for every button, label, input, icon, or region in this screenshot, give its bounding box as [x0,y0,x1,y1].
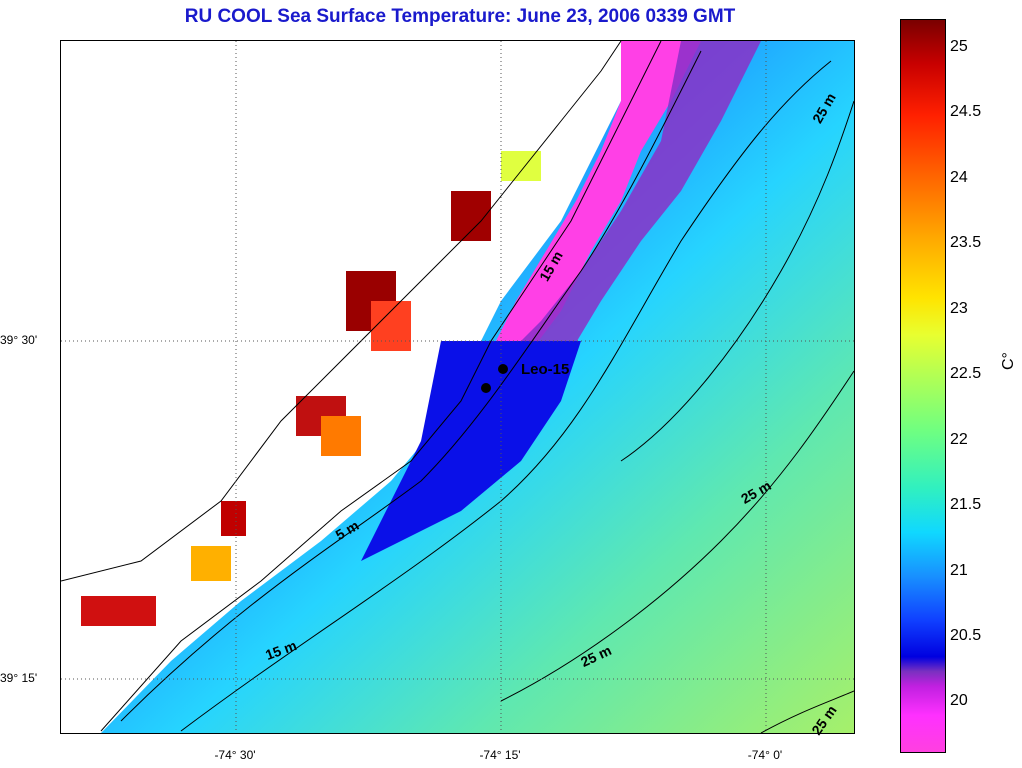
colorbar-tick-22: 22 [950,431,968,448]
colorbar-tick-21: 21 [950,562,968,579]
warm-pixel-6 [81,596,156,626]
map-title: RU COOL Sea Surface Temperature: June 23… [184,6,736,27]
colorbar-unit: C° [1000,352,1017,370]
colorbar-tick-24: 24 [950,169,968,186]
isobath-5m [120,50,702,722]
sst-map [60,40,855,734]
warm-pixel-9 [501,151,541,181]
lat-label-3915: 39° 15' [0,671,38,685]
warm-pixel-2 [371,301,411,351]
lon-label-740: -74° 0' [747,748,783,762]
colorbar [900,19,946,753]
cold-band-purple [501,41,761,371]
warm-pixel-5 [221,501,246,536]
colorbar-tick-21-5: 21.5 [950,496,982,513]
station-marker-1 [498,364,508,374]
colorbar-tick-20-5: 20.5 [950,627,982,644]
colorbar-tick-23-5: 23.5 [950,234,982,251]
coastline [61,41,622,582]
cold-band-blue [361,341,581,561]
colorbar-tick-25: 25 [950,38,968,55]
warm-pixel-4 [321,416,361,456]
isobath-25m-a [500,370,854,702]
station-label: Leo-15 [521,361,570,378]
barrier-island [100,41,662,732]
isobath-35m [760,690,854,733]
colorbar-tick-20: 20 [950,692,968,709]
lon-label-7415: -74° 15' [479,748,521,762]
warm-pixel-7 [451,191,491,241]
lat-label-3930: 39° 30' [0,333,38,347]
sst-map-canvas [61,41,854,733]
lon-label-7430: -74° 30' [214,748,256,762]
colorbar-tick-23: 23 [950,300,968,317]
cold-band-magenta [491,41,701,351]
colorbar-tick-22-5: 22.5 [950,365,982,382]
station-marker-2 [481,383,491,393]
warm-pixel-8 [191,546,231,581]
isobath-15m [180,60,832,732]
isobath-25m-b [620,100,854,462]
colorbar-tick-24-5: 24.5 [950,103,982,120]
